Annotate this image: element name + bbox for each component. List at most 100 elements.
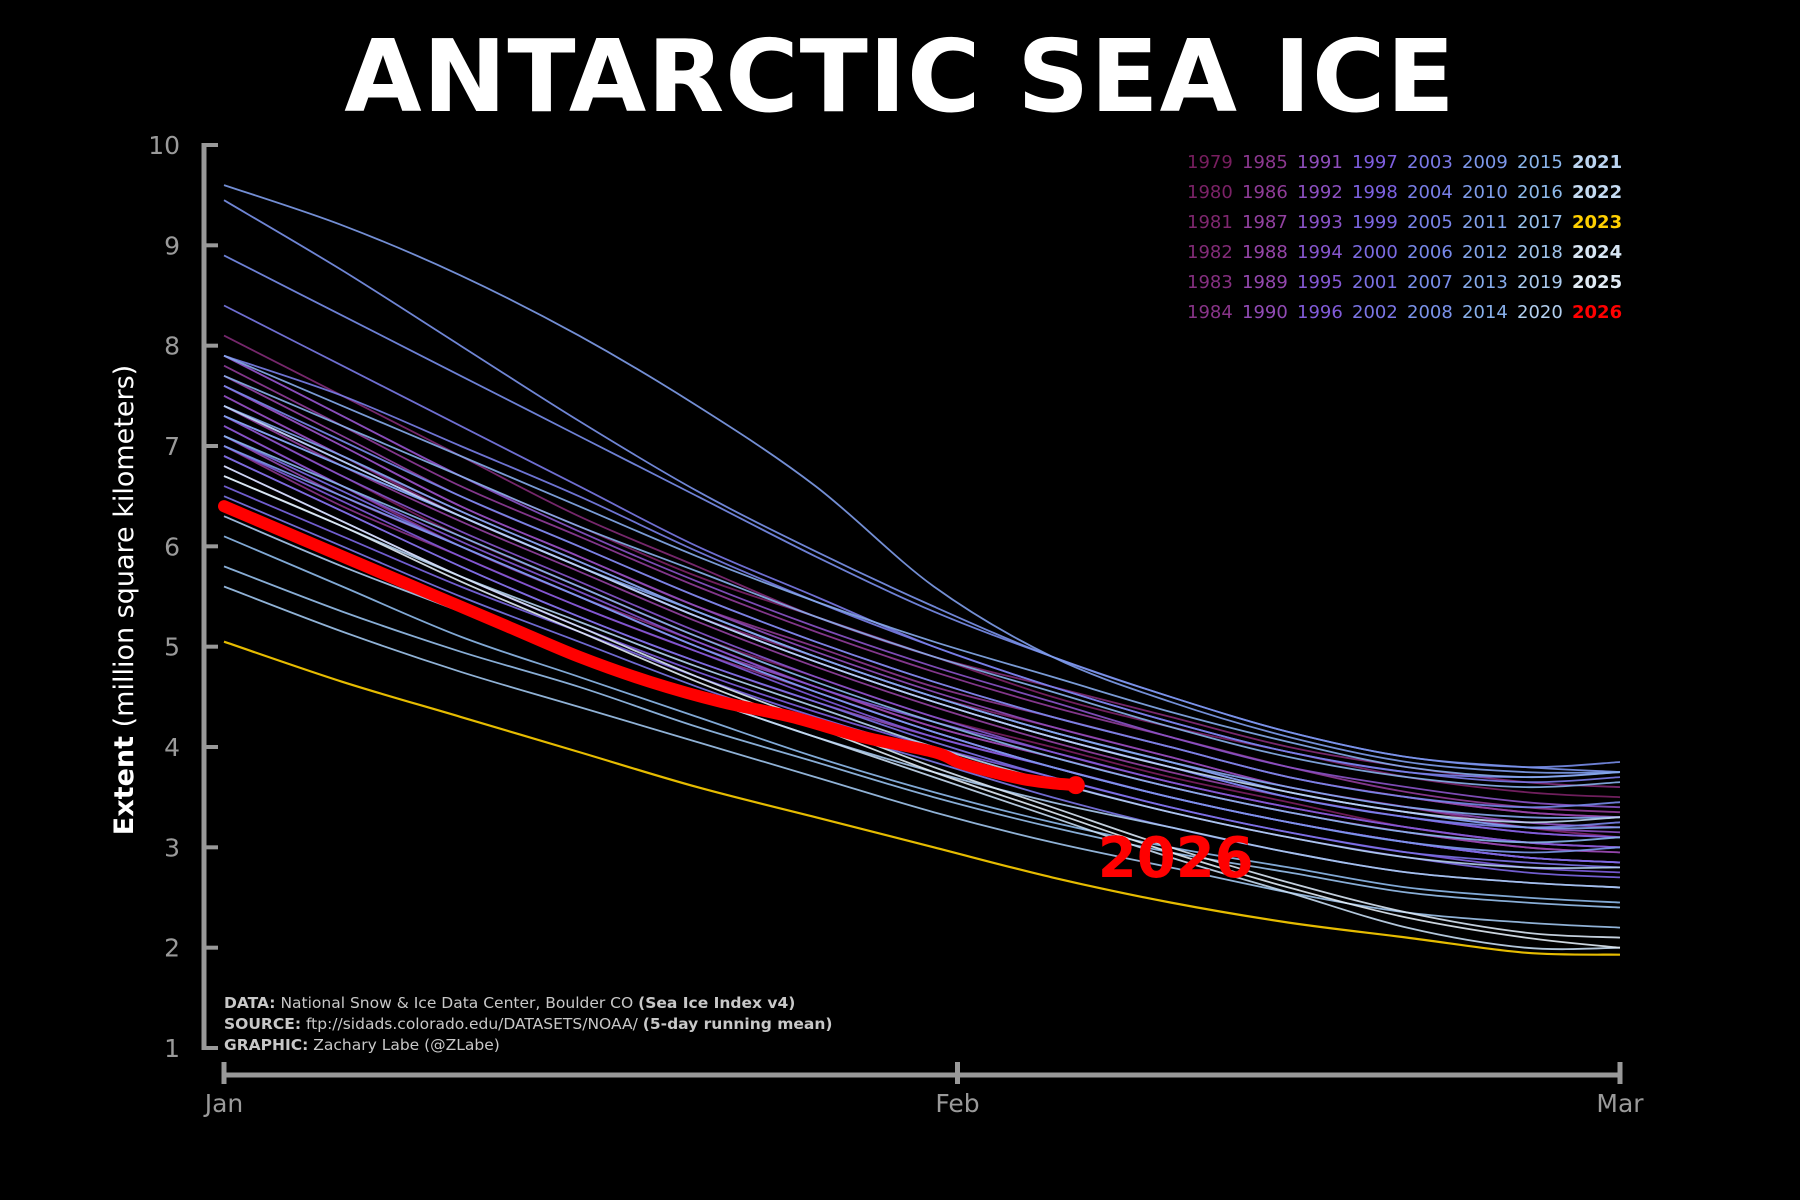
series-lines [223, 184, 1621, 956]
legend-item-1979: 1979 [1187, 152, 1233, 173]
series-line-2011 [223, 415, 1621, 830]
series-line-1997 [223, 465, 1621, 874]
y-tick-6: 6 [164, 532, 218, 561]
legend-item-1983: 1983 [1187, 272, 1233, 293]
legend-item-2005: 2005 [1407, 212, 1453, 233]
credit-graphic: GRAPHIC: Zachary Labe (@ZLabe) [224, 1036, 500, 1054]
legend-item-1980: 1980 [1187, 182, 1233, 203]
series-line-2019 [223, 515, 1621, 889]
series-line-2015 [223, 435, 1621, 844]
y-tick-label: 5 [164, 633, 180, 662]
legend-item-1995: 1995 [1297, 272, 1343, 293]
y-tick-4: 4 [164, 733, 218, 762]
legend-item-1982: 1982 [1187, 242, 1233, 263]
y-tick-label: 6 [164, 532, 180, 561]
legend-item-1989: 1989 [1242, 272, 1288, 293]
series-line-2017 [223, 565, 1621, 909]
legend-item-2020: 2020 [1517, 302, 1563, 323]
legend-item-1984: 1984 [1187, 302, 1233, 323]
legend-item-2010: 2010 [1462, 182, 1508, 203]
legend-item-2024: 2024 [1572, 242, 1622, 263]
legend-item-1998: 1998 [1352, 182, 1398, 203]
y-tick-label: 1 [164, 1034, 180, 1063]
y-tick-label: 9 [164, 231, 180, 260]
legend-item-2009: 2009 [1462, 152, 1508, 173]
series-line-2010 [223, 184, 1621, 774]
series-line-2025 [223, 475, 1621, 949]
legend-item-2026: 2026 [1572, 302, 1622, 323]
legend: 1979 1980 1981 1982 1983 1984 1985 1986 1987 1988… [1187, 152, 1622, 323]
axes [201, 143, 1620, 1078]
series-line-2023 [223, 640, 1621, 956]
y-axis-label: Extent (million square kilometers) [109, 365, 140, 835]
series-line-2013 [223, 354, 1621, 779]
highlight-series: 2026 [218, 500, 1254, 891]
chart-title: ANTARCTIC SEA ICE [344, 18, 1456, 135]
x-tick-label: Mar [1596, 1089, 1644, 1118]
x-tick-mar: Mar [1596, 1062, 1644, 1118]
legend-item-1991: 1991 [1297, 152, 1343, 173]
series-line-2001 [223, 455, 1621, 869]
series-line-2005 [223, 415, 1621, 829]
legend-item-1988: 1988 [1242, 242, 1288, 263]
legend-item-2003: 2003 [1407, 152, 1453, 173]
credit-source: SOURCE: ftp://sidads.colorado.edu/DATASE… [224, 1015, 833, 1033]
legend-item-1994: 1994 [1297, 242, 1343, 263]
credits: DATA: National Snow & Ice Data Center, B… [224, 994, 833, 1054]
legend-item-2015: 2015 [1517, 152, 1563, 173]
legend-item-1981: 1981 [1187, 212, 1233, 233]
series-line-1993 [223, 354, 1621, 809]
legend-item-2018: 2018 [1517, 242, 1563, 263]
series-line-2006 [223, 384, 1621, 809]
legend-item-2017: 2017 [1517, 212, 1563, 233]
legend-item-1992: 1992 [1297, 182, 1343, 203]
y-tick-label: 10 [148, 131, 180, 160]
y-tick-label: 3 [164, 833, 180, 862]
series-line-2026 [218, 500, 1082, 792]
series-line-2004 [223, 354, 1621, 779]
y-tick-1: 1 [164, 1034, 218, 1063]
x-tick-label: Jan [203, 1089, 244, 1118]
legend-item-2002: 2002 [1352, 302, 1398, 323]
legend-item-2019: 2019 [1517, 272, 1563, 293]
y-ticks: 1 2 3 4 5 6 7 8 9 10 [148, 131, 218, 1063]
highlight-label: 2026 [1098, 826, 1254, 891]
x-ticks: Jan Feb Mar [203, 1062, 1644, 1118]
legend-item-1999: 1999 [1352, 212, 1398, 233]
y-tick-5: 5 [164, 633, 218, 662]
series-line-2014 [223, 374, 1621, 789]
legend-item-1987: 1987 [1242, 212, 1288, 233]
x-tick-feb: Feb [935, 1062, 980, 1118]
y-tick-10: 10 [148, 131, 218, 160]
y-tick-7: 7 [164, 432, 218, 461]
legend-item-2014: 2014 [1462, 302, 1508, 323]
legend-item-2008: 2008 [1407, 302, 1453, 323]
legend-item-2013: 2013 [1462, 272, 1508, 293]
y-tick-label: 4 [164, 733, 180, 762]
series-line-1979 [223, 415, 1621, 849]
legend-item-1993: 1993 [1297, 212, 1343, 233]
legend-item-2022: 2022 [1572, 182, 1622, 203]
legend-item-2011: 2011 [1462, 212, 1508, 233]
legend-item-2016: 2016 [1517, 182, 1563, 203]
legend-item-2004: 2004 [1407, 182, 1453, 203]
series-line-2021 [223, 405, 1621, 824]
legend-item-1997: 1997 [1352, 152, 1398, 173]
series-line-1990 [223, 455, 1621, 864]
y-tick-label: 7 [164, 432, 180, 461]
x-tick-jan: Jan [203, 1062, 244, 1118]
legend-item-2021: 2021 [1572, 152, 1622, 173]
legend-item-2000: 2000 [1352, 242, 1398, 263]
legend-item-2001: 2001 [1352, 272, 1398, 293]
y-tick-9: 9 [164, 231, 218, 260]
credit-data: DATA: National Snow & Ice Data Center, B… [224, 994, 795, 1012]
legend-item-1986: 1986 [1242, 182, 1288, 203]
legend-item-1985: 1985 [1242, 152, 1288, 173]
legend-item-2006: 2006 [1407, 242, 1453, 263]
series-line-2009 [223, 445, 1621, 854]
series-line-2008 [223, 199, 1621, 773]
y-tick-label: 2 [164, 934, 180, 963]
series-line-2024 [223, 465, 1621, 939]
series-line-2018 [223, 585, 1621, 929]
